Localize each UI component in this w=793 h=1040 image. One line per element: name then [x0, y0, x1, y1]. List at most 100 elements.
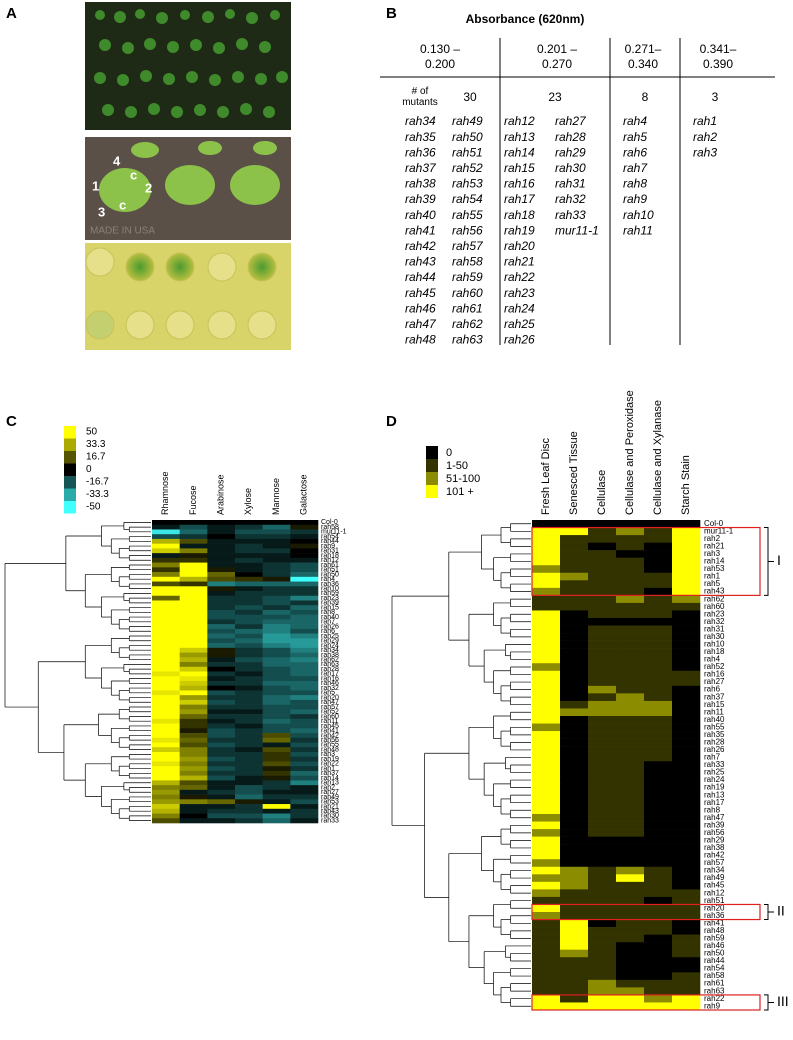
heatmap-cell [532, 768, 561, 777]
heatmap-cell [672, 881, 701, 890]
row-label: rah8 [321, 609, 335, 616]
heatmap-cell [644, 753, 673, 762]
heatmap-cell [207, 813, 236, 819]
heatmap-cell [290, 723, 319, 729]
mutant-name: rah5 [623, 130, 647, 144]
heatmap-cell [152, 529, 180, 535]
heatmap-cell [588, 685, 617, 694]
heatmap-cell [152, 709, 180, 715]
heatmap-cell [532, 949, 561, 958]
row-label: rah33 [321, 817, 339, 824]
heatmap-cell [560, 723, 589, 732]
heatmap-cell [290, 676, 319, 682]
heatmap-cell [644, 633, 673, 641]
row-label: rah45 [321, 723, 339, 730]
heatmap-cell [532, 746, 561, 754]
row-label: rah58 [704, 971, 725, 980]
legend-swatch [64, 463, 76, 476]
mutant-count: 3 [712, 90, 719, 104]
heatmap-cell [235, 680, 263, 687]
row-label: rah7 [321, 619, 335, 626]
heatmap-cell [560, 889, 589, 898]
heatmap-cell [207, 576, 236, 582]
heatmap-cell [588, 663, 617, 672]
heatmap-cell [616, 949, 645, 958]
heatmap-cell [616, 731, 645, 739]
heatmap-cell [672, 527, 701, 536]
heatmap-cell [207, 804, 236, 810]
heatmap-cell [152, 643, 180, 649]
heatmap-cell [644, 670, 673, 679]
row-label: rah5 [704, 579, 721, 588]
mutant-name: rah9 [623, 192, 647, 206]
heatmap-cell [616, 979, 645, 988]
mutant-name: rah1 [693, 114, 717, 128]
heatmap-cell [179, 543, 208, 549]
heatmap-cell [290, 557, 319, 563]
heatmap-cell [152, 576, 180, 582]
mutant-name: rah24 [504, 301, 535, 315]
row-label: rah57 [704, 858, 725, 867]
row-label: rah7 [704, 753, 721, 762]
heatmap-cell [644, 700, 673, 709]
row-label: rah47 [321, 699, 339, 706]
heatmap-cell [207, 714, 236, 720]
heatmap-cell [290, 619, 319, 625]
heatmap-cell [207, 761, 236, 767]
heatmap-cell [644, 896, 673, 905]
mutant-name: rah36 [405, 145, 436, 159]
heatmap-cell [672, 587, 701, 596]
plate-labels: 4 1 c 2 c 3 [92, 153, 152, 219]
heatmap-cell [235, 804, 263, 810]
row-label: rah3 [704, 549, 721, 558]
heatmap-cell [560, 542, 589, 551]
heatmap-cell [560, 866, 589, 875]
heatmap-cell [235, 553, 263, 559]
heatmap-cell [560, 957, 589, 966]
heatmap-cell [672, 746, 701, 754]
mutant-name: rah26 [504, 333, 535, 347]
heatmap-cell [179, 761, 208, 767]
heatmap-cell [616, 640, 645, 649]
heatmap-cell [207, 609, 236, 615]
row-label: rah25 [704, 768, 725, 777]
heatmap-cell [262, 666, 291, 672]
heatmap-cell [152, 714, 180, 720]
column-label: Senesced Tissue [568, 431, 580, 515]
row-label: rah30 [321, 813, 339, 820]
heatmap-cell [616, 663, 645, 672]
row-label: rah26 [321, 623, 339, 630]
heatmap-cell [532, 783, 561, 792]
heatmap-cell [616, 670, 645, 679]
heatmap-cell [152, 662, 180, 668]
heatmap-cell [588, 723, 617, 732]
heatmap-cell [290, 624, 319, 630]
heatmap-cell [207, 728, 236, 734]
heatmap-cell [179, 638, 208, 644]
heatmap-cell [588, 881, 617, 890]
heatmap-cell [644, 678, 673, 687]
heatmap-cell [290, 751, 319, 758]
heatmap-cell [532, 821, 561, 830]
heatmap-cell [672, 716, 701, 724]
row-label: rah21 [321, 803, 339, 810]
heatmap-cell [560, 979, 589, 988]
heatmap-cell [588, 610, 617, 619]
heatmap-cell [179, 723, 208, 729]
heatmap-cell [262, 548, 291, 554]
heatmap-cell [152, 756, 180, 762]
heatmap-cell [532, 912, 561, 920]
heatmap-cell [616, 844, 645, 852]
heatmap-cell [560, 738, 589, 747]
heatmap-cell [560, 610, 589, 619]
heatmap-cell [207, 524, 236, 530]
heatmap-cell [152, 804, 180, 810]
heatmap-cell [179, 581, 208, 587]
heatmap-cell [588, 731, 617, 739]
heatmap-cell [207, 614, 236, 620]
heatmap-cell [616, 610, 645, 619]
legend-swatch [426, 459, 438, 472]
heatmap-cell [207, 737, 236, 743]
heatmap-cell [235, 657, 263, 663]
heatmap-cell [560, 791, 589, 800]
